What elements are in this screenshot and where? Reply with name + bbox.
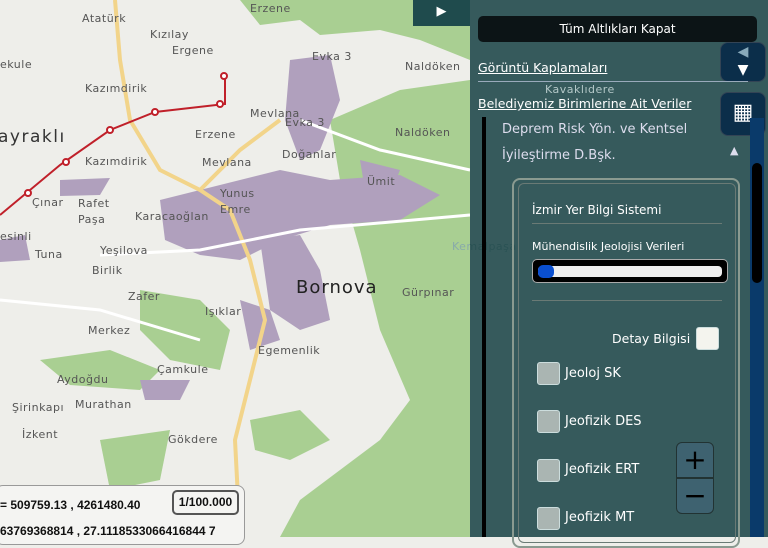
divider — [532, 300, 722, 301]
checkbox-jeofizik-mt[interactable] — [537, 507, 560, 530]
tree-line — [482, 117, 486, 537]
map-label: Kazımdirik — [85, 82, 148, 95]
scrollbar-thumb[interactable] — [752, 163, 762, 283]
slider-thumb[interactable] — [538, 265, 554, 278]
map-label: Mevlana — [202, 156, 252, 169]
layer-title: Mühendislik Jeolojisi Verileri — [532, 240, 685, 253]
map-label: İzkent — [22, 428, 59, 441]
map-label: Rafet Paşa — [78, 197, 110, 226]
checkbox-jeoloj-sk[interactable] — [537, 362, 560, 385]
map-label: Çınar — [32, 196, 64, 209]
panel-scrollbar[interactable] — [750, 118, 764, 537]
scale-display[interactable]: 1/100.000 — [172, 490, 239, 515]
map-label: Atatürk — [82, 12, 127, 25]
detail-label: Detay Bilgisi — [612, 331, 691, 346]
map-label: Naldöken — [395, 126, 451, 139]
urban-areas — [0, 55, 440, 400]
map-label: ayraklı — [0, 127, 66, 147]
zoom-out-button[interactable]: − — [676, 478, 714, 514]
streets — [0, 118, 471, 342]
collapse-up-icon[interactable]: ▲ — [730, 144, 739, 157]
play-right-icon: ▶ — [436, 4, 447, 19]
slider-track — [538, 266, 722, 277]
map-label: Merkez — [88, 324, 131, 337]
map-label: Yunus Emre — [220, 187, 255, 216]
map-label: Doğanlar — [282, 148, 337, 161]
triangle-down-icon: ▼ — [737, 62, 749, 78]
map-label: Karacaoğlan — [135, 210, 209, 223]
map-label: Gürpınar — [402, 286, 455, 299]
panel-collapse-button[interactable]: ◀ ▼ — [720, 42, 766, 82]
triangle-left-icon: ◀ — [737, 44, 749, 60]
map-label: Erzene — [250, 2, 291, 15]
map-label: Evka 3 — [312, 50, 352, 63]
geographic-coordinates: 63769368814 , 27.1118533066416844 7 — [0, 524, 216, 538]
map-label: ekule — [0, 58, 33, 71]
checkbox-jeofizik-des[interactable] — [537, 410, 560, 433]
detail-checkbox[interactable] — [696, 327, 719, 350]
map-label: Yeşilova — [100, 244, 148, 257]
system-title: İzmir Yer Bilgi Sistemi — [532, 203, 662, 217]
rail-line — [0, 72, 228, 216]
map-label: Kızılay — [150, 28, 189, 41]
map-label: Çamkule — [157, 363, 209, 376]
map-label: Tuna — [35, 248, 63, 261]
map-label: Evka 3 — [285, 116, 325, 129]
map-label: Kazımdirik — [85, 155, 148, 168]
map-icon: ▦ — [732, 100, 754, 125]
imagery-overlays-link[interactable]: Görüntü Kaplamaları — [478, 60, 608, 75]
map-label: Ümit — [367, 175, 396, 188]
checkbox-jeofizik-ert[interactable] — [537, 459, 560, 482]
map-label: Işıklar — [205, 305, 242, 318]
map-label: Erzene — [195, 128, 236, 141]
opacity-slider[interactable] — [532, 259, 728, 283]
map-label: esinli — [0, 230, 32, 243]
map-label: Kavaklıdere — [545, 83, 615, 96]
department-name-line1: Deprem Risk Yön. ve Kentsel — [502, 122, 688, 137]
checkbox-label: Jeoloj SK — [565, 366, 621, 381]
municipal-data-link[interactable]: Belediyemiz Birimlerine Ait Veriler — [478, 96, 692, 111]
panel-toggle-button[interactable]: ▶ — [413, 0, 470, 26]
map-label: Gökdere — [168, 433, 218, 446]
map-label: Aydoğdu — [57, 373, 109, 386]
divider — [532, 223, 722, 224]
department-name-line2: İyileştirme D.Bşk. — [502, 148, 616, 163]
department-header[interactable]: Deprem Risk Yön. ve Kentsel İyileştirme D… — [502, 117, 687, 169]
close-all-basemaps-button[interactable]: Tüm Altlıkları Kapat — [478, 16, 757, 42]
map-label: Egemenlik — [258, 344, 321, 357]
map-label: Zafer — [128, 290, 160, 303]
map-label: Bornova — [296, 277, 378, 298]
projected-coordinates: = 509759.13 , 4261480.40 — [0, 498, 141, 512]
map-label: Murathan — [75, 398, 132, 411]
checkbox-label: Jeofizik MT — [565, 510, 635, 525]
checkbox-label: Jeofizik DES — [565, 414, 642, 429]
roads — [113, 0, 282, 537]
zoom-in-button[interactable]: + — [676, 442, 714, 478]
divider — [478, 81, 748, 82]
checkbox-label: Jeofizik ERT — [565, 462, 640, 477]
map-label: Ergene — [172, 44, 214, 57]
map-label: Birlik — [92, 264, 123, 277]
map-label: Naldöken — [405, 60, 461, 73]
map-label: Şirinkapı — [12, 401, 65, 414]
map-label: Mevlana — [250, 107, 300, 120]
